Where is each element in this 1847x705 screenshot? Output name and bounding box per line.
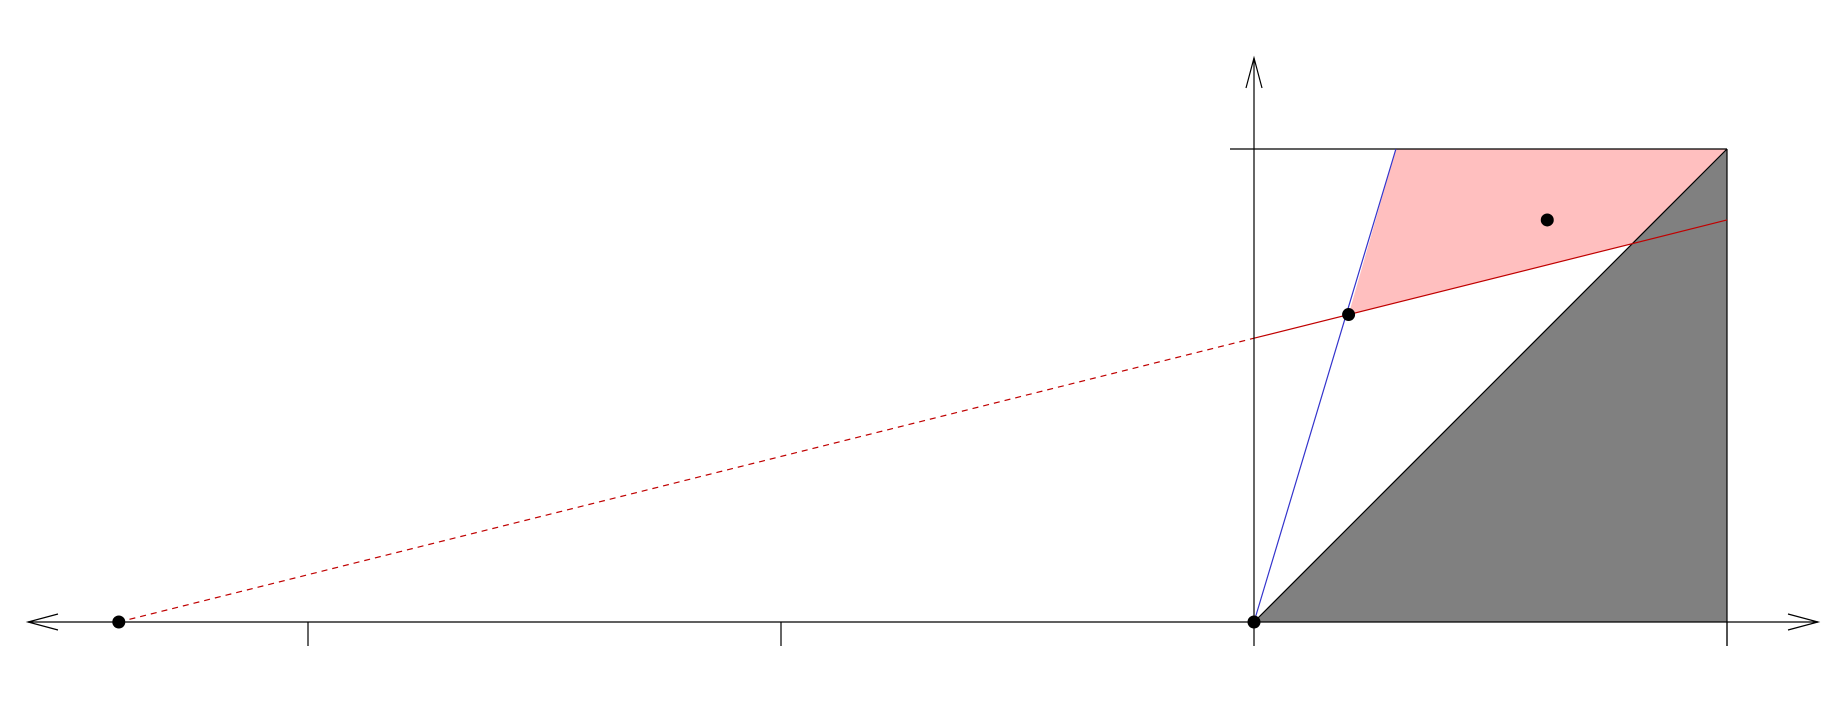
y-axis-arrow (1245, 55, 1263, 89)
axes (25, 55, 1821, 646)
red-line-solid (1253, 219, 1728, 339)
far-left-point (112, 615, 126, 629)
intersection-point (1342, 308, 1356, 322)
points (112, 213, 1554, 629)
lines (118, 148, 1728, 646)
red-line-dashed (118, 337, 1255, 623)
diagonal-line (1253, 148, 1728, 623)
interior-point (1540, 213, 1554, 227)
x-axis-right-arrow (1787, 613, 1821, 631)
x-axis-left-arrow (25, 613, 59, 631)
origin-point (1247, 615, 1261, 629)
blue-line (1253, 148, 1397, 623)
pink-region (1348, 149, 1727, 315)
